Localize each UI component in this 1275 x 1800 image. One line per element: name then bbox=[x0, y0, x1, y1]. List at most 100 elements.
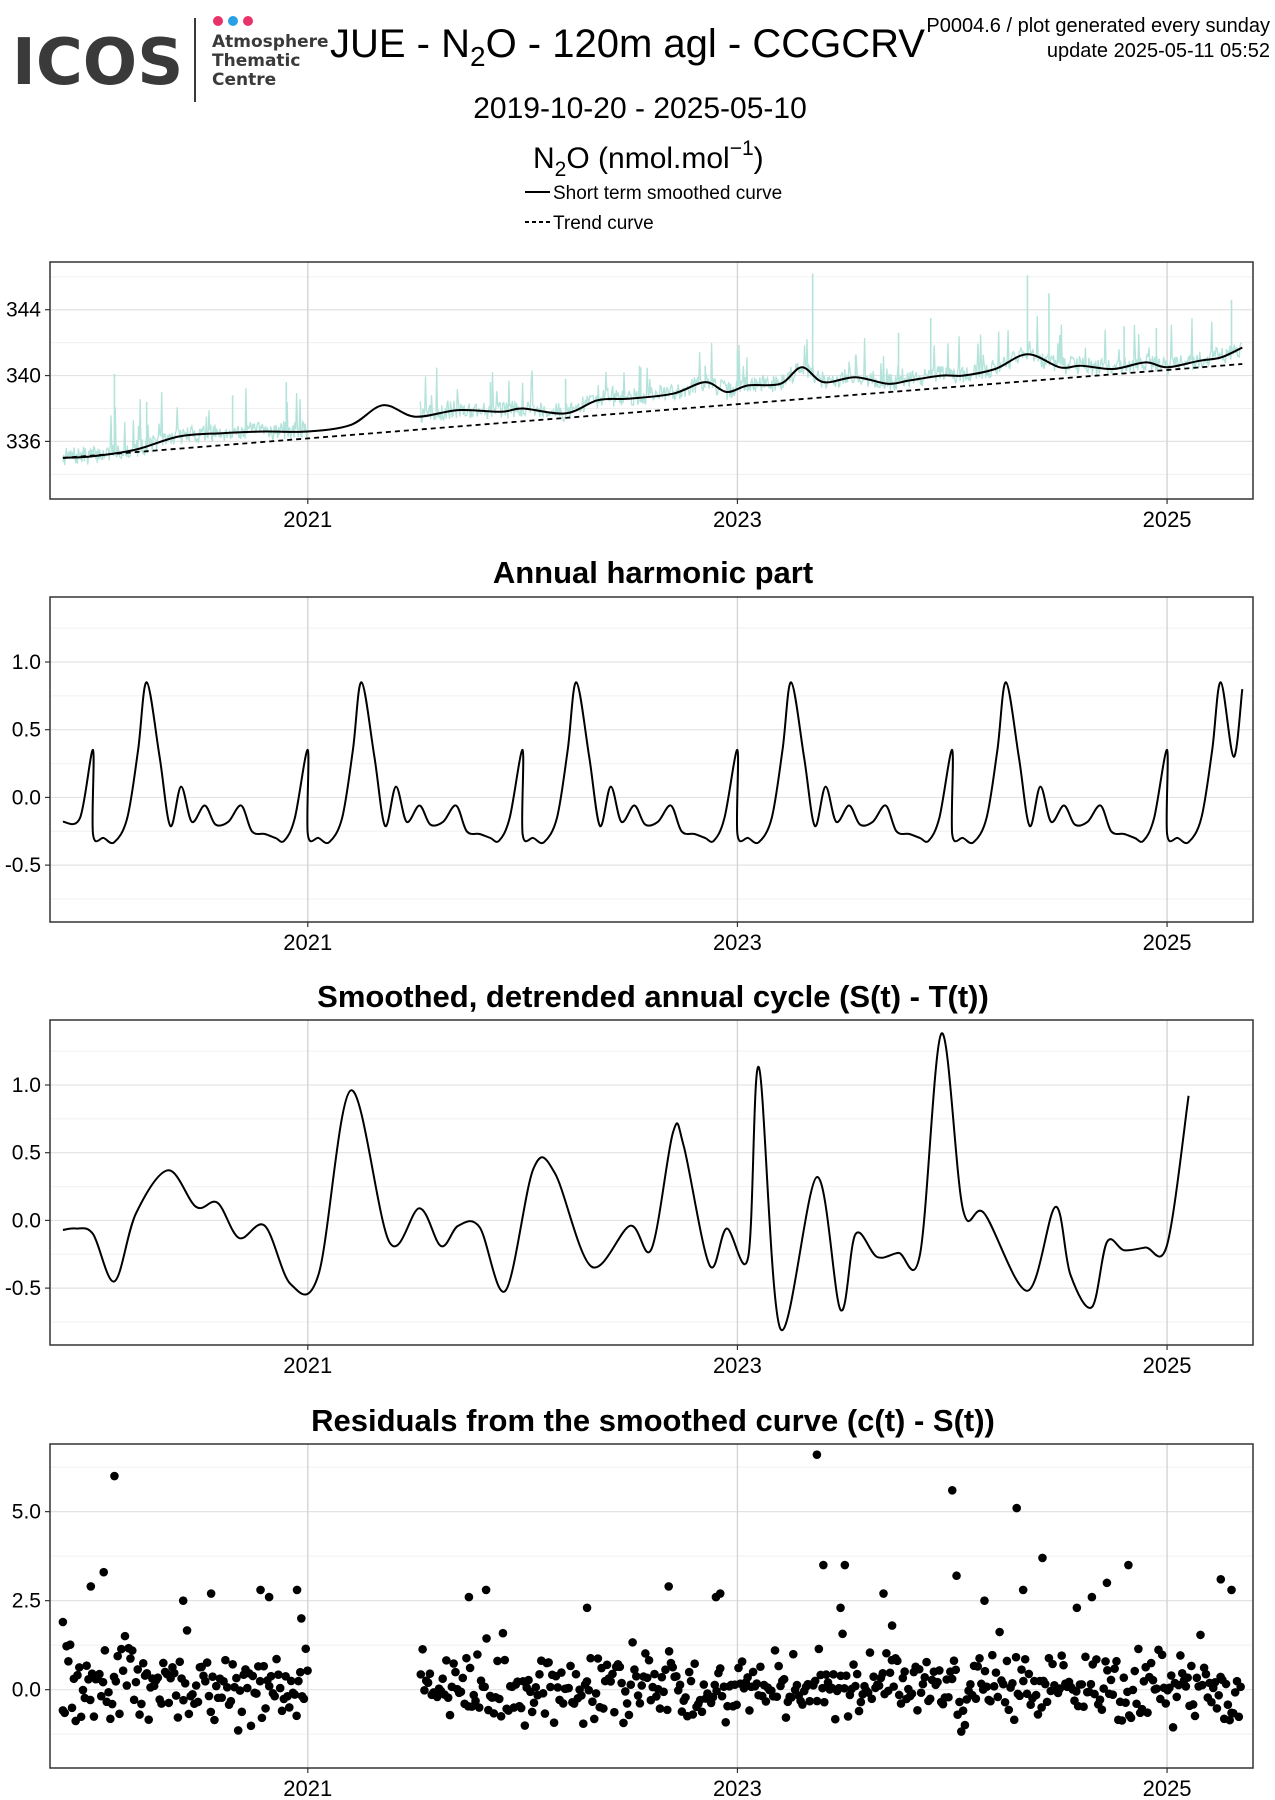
residual-point bbox=[1024, 1669, 1034, 1679]
residual-outlier-point bbox=[1012, 1503, 1021, 1513]
residual-point bbox=[275, 1683, 285, 1693]
residual-point bbox=[204, 1691, 214, 1701]
residual-point bbox=[138, 1658, 148, 1668]
residual-point bbox=[975, 1653, 984, 1663]
residual-point bbox=[1040, 1679, 1050, 1689]
residual-point bbox=[1196, 1630, 1205, 1640]
residual-point bbox=[633, 1691, 643, 1700]
residual-point bbox=[303, 1666, 312, 1675]
residual-point bbox=[989, 1682, 999, 1691]
chart-title-part1: JUE - N bbox=[330, 22, 470, 66]
x-tick-label: 2023 bbox=[713, 1353, 762, 1378]
residual-point bbox=[1008, 1678, 1017, 1688]
residual-point bbox=[531, 1682, 541, 1692]
x-tick-label: 2023 bbox=[713, 507, 762, 532]
y-tick-label: 5.0 bbox=[12, 1501, 41, 1524]
residual-point bbox=[1086, 1679, 1096, 1689]
residual-point bbox=[662, 1705, 672, 1715]
x-tick-label: 2025 bbox=[1143, 507, 1192, 532]
residual-point bbox=[549, 1718, 559, 1728]
residual-point bbox=[588, 1697, 597, 1707]
residual-point bbox=[113, 1651, 122, 1661]
residual-point bbox=[295, 1667, 305, 1677]
residual-outlier-point bbox=[887, 1621, 897, 1630]
residual-outlier-point bbox=[110, 1471, 119, 1481]
residual-point bbox=[535, 1670, 544, 1679]
residual-point bbox=[652, 1692, 661, 1701]
residual-point bbox=[179, 1695, 188, 1705]
residual-point bbox=[82, 1661, 91, 1671]
residual-point bbox=[982, 1682, 992, 1692]
residual-point bbox=[1108, 1690, 1118, 1699]
residual-point bbox=[944, 1692, 953, 1702]
residual-point bbox=[838, 1629, 847, 1639]
residual-point bbox=[129, 1695, 139, 1705]
quantity-label: N2O (nmol.mol−1) bbox=[533, 137, 764, 181]
residual-point bbox=[854, 1706, 864, 1716]
residual-point bbox=[473, 1650, 482, 1659]
residual-point bbox=[637, 1681, 647, 1690]
residual-point bbox=[980, 1666, 990, 1676]
trend-curve bbox=[62, 363, 1243, 459]
y-tick-label: 1.0 bbox=[12, 651, 41, 674]
residual-outlier-point bbox=[812, 1450, 822, 1459]
residual-point bbox=[117, 1644, 126, 1654]
residual-point bbox=[672, 1671, 681, 1681]
residual-point bbox=[496, 1712, 506, 1721]
x-tick-label: 2025 bbox=[1143, 1353, 1192, 1378]
residual-point bbox=[272, 1654, 281, 1664]
residual-point bbox=[1148, 1675, 1158, 1685]
residual-point bbox=[935, 1666, 944, 1675]
residual-point bbox=[540, 1709, 550, 1718]
residual-outlier-point bbox=[297, 1614, 306, 1623]
residual-point bbox=[922, 1657, 931, 1667]
residual-point bbox=[1199, 1663, 1209, 1673]
residual-point bbox=[1198, 1680, 1207, 1690]
residual-point bbox=[264, 1681, 274, 1691]
residual-outlier-point bbox=[292, 1585, 302, 1595]
residual-outlier-point bbox=[840, 1560, 850, 1570]
residual-point bbox=[874, 1681, 884, 1690]
residual-point bbox=[821, 1670, 831, 1679]
residual-point bbox=[867, 1694, 877, 1704]
residual-point bbox=[1011, 1652, 1021, 1662]
residual-point bbox=[615, 1662, 625, 1672]
residual-point bbox=[294, 1676, 303, 1686]
quantity-label-part2: O (nmol.mol bbox=[566, 142, 729, 175]
residual-point bbox=[849, 1660, 858, 1669]
residual-point bbox=[235, 1686, 245, 1695]
residual-point bbox=[920, 1672, 930, 1682]
panel-series: 336 340 344 2021 2023 2025 bbox=[6, 261, 1254, 532]
panel-title-harmonic: Annual harmonic part bbox=[493, 555, 813, 590]
residual-point bbox=[480, 1682, 489, 1692]
panel-border bbox=[49, 1443, 1254, 1769]
residual-outlier-point bbox=[952, 1571, 961, 1581]
residual-point bbox=[425, 1669, 435, 1678]
residual-point bbox=[995, 1627, 1004, 1637]
residual-point bbox=[210, 1715, 219, 1725]
residual-point bbox=[788, 1649, 798, 1659]
period-label: 2019-10-20 - 2025-05-10 bbox=[473, 92, 807, 125]
legend-label-trend: Trend curve bbox=[553, 213, 654, 234]
residual-point bbox=[171, 1691, 181, 1700]
residual-point bbox=[100, 1646, 110, 1655]
residual-point bbox=[856, 1697, 866, 1707]
residual-point bbox=[538, 1688, 548, 1698]
residual-point bbox=[894, 1690, 904, 1700]
residual-point bbox=[608, 1669, 617, 1679]
x-tick-label: 2023 bbox=[713, 930, 762, 955]
residual-point bbox=[553, 1683, 563, 1692]
residual-point bbox=[602, 1660, 612, 1670]
residual-point bbox=[98, 1677, 108, 1687]
residual-point bbox=[73, 1670, 82, 1680]
residual-point bbox=[644, 1655, 654, 1665]
residual-point bbox=[734, 1663, 743, 1673]
residual-point bbox=[1223, 1700, 1233, 1710]
y-tick-label: 0.0 bbox=[12, 1679, 41, 1702]
smoothed-curve bbox=[62, 346, 1243, 459]
quantity-label-subscript: 2 bbox=[555, 158, 567, 181]
residual-point bbox=[966, 1680, 975, 1689]
residual-outlier-point bbox=[879, 1589, 888, 1598]
residual-point bbox=[655, 1704, 665, 1713]
residual-point bbox=[949, 1656, 959, 1666]
